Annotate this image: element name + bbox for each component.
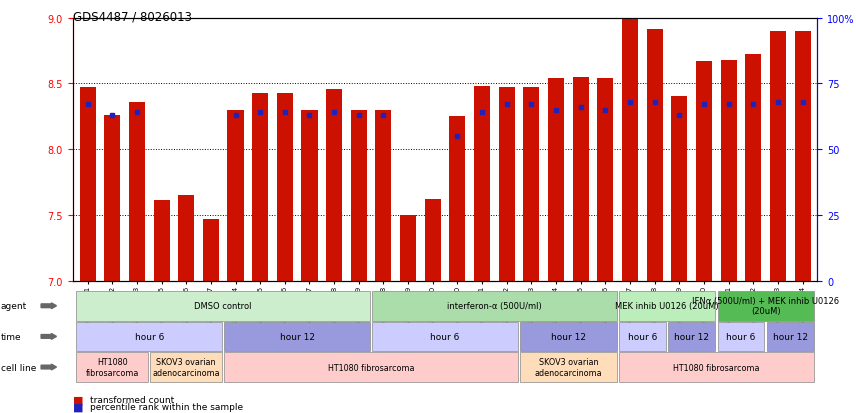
Bar [770,32,786,281]
Bar [104,116,120,281]
Bar [376,110,391,281]
Bar [351,110,367,281]
Text: SKOV3 ovarian
adenocarcinoma: SKOV3 ovarian adenocarcinoma [535,358,603,377]
Text: IFNα (500U/ml) + MEK inhib U0126
(20uM): IFNα (500U/ml) + MEK inhib U0126 (20uM) [693,297,839,316]
Bar [228,110,243,281]
Text: cell line: cell line [1,363,36,372]
Text: percentile rank within the sample: percentile rank within the sample [90,402,243,411]
Bar [301,110,318,281]
Text: SKOV3 ovarian
adenocarcinoma: SKOV3 ovarian adenocarcinoma [152,358,220,377]
Text: HT1080
fibrosarcoma: HT1080 fibrosarcoma [86,358,139,377]
Text: HT1080 fibrosarcoma: HT1080 fibrosarcoma [673,363,759,372]
Bar [696,62,712,281]
Text: hour 6: hour 6 [431,332,460,341]
Text: hour 6: hour 6 [627,332,657,341]
Text: GDS4487 / 8026013: GDS4487 / 8026013 [73,10,192,23]
Text: HT1080 fibrosarcoma: HT1080 fibrosarcoma [328,363,414,372]
Bar [474,87,490,281]
Bar [253,93,268,281]
Bar [153,201,169,281]
Text: agent: agent [1,301,27,311]
Bar [597,79,614,281]
Bar [671,97,687,281]
Text: hour 12: hour 12 [280,332,315,341]
Bar [573,78,589,281]
Text: transformed count: transformed count [90,395,174,404]
Bar [449,117,466,281]
Text: DMSO control: DMSO control [194,301,252,311]
Bar [746,55,761,281]
Bar [523,88,539,281]
Text: hour 12: hour 12 [773,332,808,341]
Text: MEK inhib U0126 (20uM): MEK inhib U0126 (20uM) [615,301,719,311]
Bar [425,199,441,281]
Text: hour 6: hour 6 [134,332,163,341]
Bar [647,31,663,281]
Bar [622,19,638,281]
Bar [203,219,219,281]
Bar [400,215,416,281]
Bar [721,61,737,281]
Bar [276,93,293,281]
Text: time: time [1,332,21,341]
Text: hour 12: hour 12 [551,332,586,341]
Bar [326,89,342,281]
Bar [80,88,96,281]
Bar [178,196,194,281]
Text: ■: ■ [73,402,83,412]
Text: hour 6: hour 6 [727,332,756,341]
Text: ■: ■ [73,394,83,404]
Text: interferon-α (500U/ml): interferon-α (500U/ml) [447,301,542,311]
Text: hour 12: hour 12 [675,332,710,341]
Bar [548,79,564,281]
Bar [794,32,811,281]
Bar [499,88,514,281]
Bar [129,102,145,281]
